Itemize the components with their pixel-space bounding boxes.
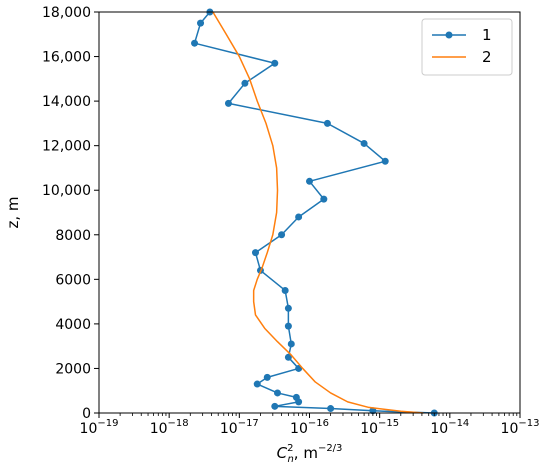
x-tick-label: 10−15 [360, 418, 399, 437]
data-point [278, 231, 286, 239]
data-point [284, 353, 292, 361]
series-line-2 [212, 11, 424, 414]
data-point [281, 286, 289, 294]
data-point [292, 393, 300, 401]
legend-box [421, 18, 513, 76]
data-point [287, 340, 295, 348]
y-axis-title: z, m [4, 196, 22, 228]
data-point [360, 139, 368, 147]
data-point [381, 157, 389, 165]
y-tick-label: 0 [82, 406, 91, 422]
legend-label: 1 [482, 26, 492, 44]
legend: 12 [421, 18, 513, 76]
axes-layer: 10−19 10−18 10−17 10−16 10−15 10−14 10−13 0 2000… [4, 5, 539, 465]
x-tick-label: 10−13 [501, 418, 540, 437]
y-tick-label: 10,000 [42, 183, 91, 199]
data-point [197, 19, 205, 27]
y-tick-label: 2000 [55, 361, 91, 377]
data-point [253, 380, 261, 388]
x-tick-label: 10−14 [430, 418, 469, 437]
series-2 [212, 11, 424, 414]
data-point [323, 119, 331, 127]
series-layer [191, 8, 438, 417]
data-point [241, 79, 249, 87]
y-tick-label: 6000 [55, 272, 91, 288]
x-tick-label: 10−18 [150, 418, 189, 437]
y-tick-label: 4000 [55, 317, 91, 333]
data-point [306, 177, 313, 185]
data-point [295, 213, 303, 221]
y-tick-label: 8000 [55, 228, 91, 244]
legend-entry-1: 1 [432, 26, 492, 44]
data-point [224, 99, 232, 107]
x-tick-label: 10−16 [290, 418, 329, 437]
data-point [263, 373, 271, 381]
legend-marker [445, 31, 453, 39]
data-point [284, 304, 292, 312]
legend-entry-2: 2 [432, 48, 492, 66]
data-point [191, 39, 199, 47]
legend-label: 2 [482, 48, 492, 66]
data-point [271, 402, 279, 410]
y-tick-label: 12,000 [42, 139, 91, 155]
x-tick-label: 10−17 [220, 418, 259, 437]
y-tick-label: 16,000 [42, 50, 91, 66]
y-tick-label: 18,000 [42, 5, 91, 21]
data-point [284, 322, 292, 330]
x-tick-label: 10−19 [80, 418, 119, 437]
x-axis-title: C2 n, m−2/3 [277, 443, 343, 465]
y-tick-label: 14,000 [42, 94, 91, 110]
series-1 [191, 8, 438, 417]
data-point [274, 389, 282, 397]
data-point [320, 195, 328, 203]
data-point [327, 405, 335, 413]
data-point [252, 249, 259, 257]
data-point [271, 59, 279, 67]
